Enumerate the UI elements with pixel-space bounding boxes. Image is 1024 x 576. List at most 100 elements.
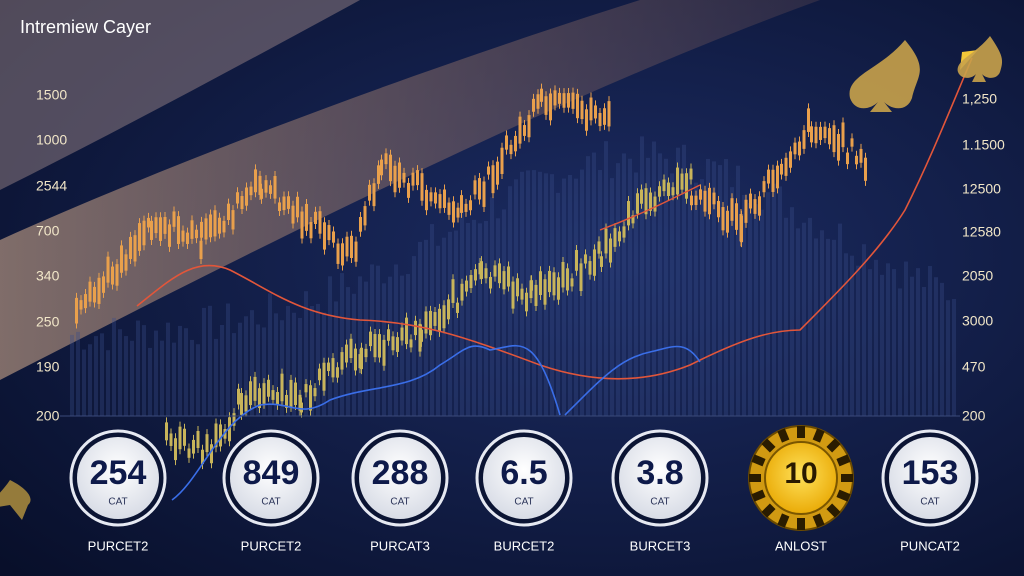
bg-bar <box>742 194 746 416</box>
bg-bar <box>682 144 686 417</box>
bg-bar <box>112 317 116 416</box>
axis-label: 340 <box>36 268 60 284</box>
candle <box>798 141 801 156</box>
candle <box>249 381 252 406</box>
candle <box>398 162 401 188</box>
candle <box>245 187 248 206</box>
candle <box>553 90 557 106</box>
chip-sub: CAT <box>108 497 127 508</box>
chip-face <box>230 437 312 519</box>
candle <box>584 254 587 264</box>
chip-sub: CAT <box>390 497 409 508</box>
candle <box>505 135 508 150</box>
chip-label: PURCAT3 <box>370 538 430 553</box>
candle <box>369 331 372 347</box>
bg-bar <box>628 158 632 416</box>
bg-bar <box>334 301 338 416</box>
candle <box>402 172 406 183</box>
candle <box>588 261 592 275</box>
chip-notch <box>751 489 766 502</box>
chip: 6.5 CAT BURCET2 <box>475 429 573 553</box>
bg-bar <box>598 169 602 416</box>
trend-line <box>599 184 701 231</box>
bg-bar <box>238 322 242 416</box>
candle <box>607 101 611 127</box>
chip-notch <box>841 474 853 482</box>
candle <box>349 338 353 359</box>
bg-bar <box>946 300 950 416</box>
bg-bar <box>148 347 152 416</box>
candle <box>378 334 381 358</box>
bg-bar <box>580 169 584 416</box>
candle <box>438 308 441 332</box>
bg-bar <box>256 324 260 416</box>
candle <box>566 268 569 291</box>
candle <box>285 394 288 408</box>
candle <box>396 337 399 352</box>
bg-bar <box>214 338 218 416</box>
bg-bar <box>700 179 704 416</box>
candle <box>469 200 472 211</box>
candle <box>544 96 548 115</box>
candle <box>549 93 552 121</box>
bg-bar <box>940 282 944 416</box>
candle <box>345 236 349 257</box>
candle <box>309 385 312 411</box>
left-axis: 1500 1000 2544 700 340 250 190 200 <box>36 87 67 424</box>
candle <box>147 217 150 228</box>
chip-notch <box>797 518 805 530</box>
candle <box>341 243 344 266</box>
candle <box>314 211 317 224</box>
candle <box>451 279 455 303</box>
candle <box>227 203 230 220</box>
chips: 254 CAT PURCET2 849 CAT PURCET2 288 CAT PURCAT3 6… <box>69 425 979 553</box>
chip-face <box>483 437 565 519</box>
candle <box>850 138 854 147</box>
candle <box>363 206 367 226</box>
bg-bar <box>130 340 134 416</box>
candle <box>124 254 128 271</box>
bg-bar <box>454 230 458 416</box>
bg-bar <box>460 211 464 416</box>
candle <box>359 216 362 232</box>
chip-notch <box>751 454 766 467</box>
candle <box>323 222 326 250</box>
bg-bar <box>106 350 110 416</box>
chip-sub: CAT <box>261 497 280 508</box>
candle <box>543 279 547 305</box>
candle <box>181 230 185 242</box>
candle <box>604 228 608 254</box>
candle <box>305 203 308 231</box>
bg-bar <box>832 239 836 416</box>
candle <box>744 199 748 223</box>
chip-notch <box>761 438 776 453</box>
bg-bar <box>676 147 680 416</box>
bg-bar <box>766 192 770 416</box>
candle <box>771 169 775 192</box>
candle <box>594 105 597 119</box>
bg-bar <box>304 291 308 416</box>
chip-face <box>359 437 441 519</box>
candle <box>201 449 204 465</box>
bg-bar <box>694 182 698 416</box>
candle <box>377 165 380 184</box>
chip-face <box>764 441 838 515</box>
candle <box>360 347 363 370</box>
bg-bar <box>508 186 512 416</box>
candle <box>434 192 437 204</box>
candle <box>753 199 757 214</box>
candle <box>726 210 729 233</box>
bg-bar <box>298 317 302 416</box>
candle <box>231 210 235 230</box>
bg-bar <box>502 209 506 416</box>
candle <box>507 266 510 287</box>
candle <box>168 224 171 247</box>
candle <box>258 175 262 195</box>
candle <box>603 108 606 125</box>
candle <box>258 388 261 409</box>
candle <box>658 186 661 197</box>
candle <box>340 352 344 370</box>
candle <box>460 283 464 301</box>
candle <box>447 202 451 215</box>
bg-bar <box>754 204 758 416</box>
